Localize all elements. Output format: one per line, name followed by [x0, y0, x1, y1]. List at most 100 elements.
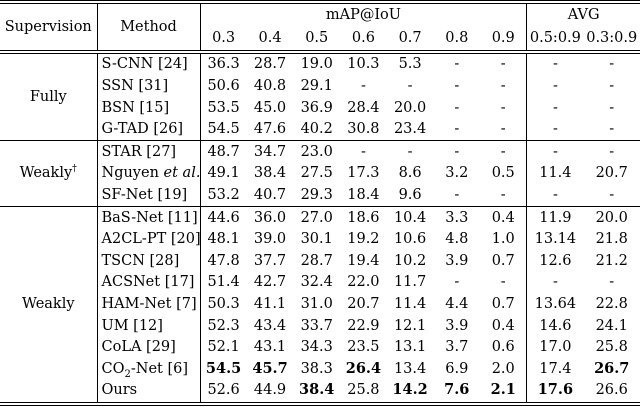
value-cell: 27.0 [293, 206, 341, 229]
value-cell: 4.4 [445, 295, 469, 312]
value-cell: 36.3 [200, 50, 247, 76]
value-cell: 11.7 [393, 274, 427, 291]
value-cell: 0.4 [480, 206, 528, 229]
text-segment: ACSNet [17] [101, 274, 195, 291]
value-cell: 17.4 [539, 360, 572, 377]
table-row: Weakly† STAR [27] 48.7 34.7 23.0- - - - - - [0, 140, 640, 207]
value-cell: 50.3 [207, 295, 240, 312]
value-cell: 50.6 [207, 78, 240, 95]
value-cell: - [454, 274, 460, 291]
value-cell: 30.8 [347, 121, 380, 138]
value-cell: 44.6 [200, 206, 247, 229]
value-cell: 28.4 [347, 99, 380, 116]
header-iou-0-5: 0.5 [305, 30, 329, 47]
value-cell: 48.7 [200, 140, 247, 163]
value-cell: - [480, 118, 528, 141]
value-cell: 3.3 [433, 206, 481, 229]
text-segment: UM [12] [101, 317, 163, 334]
value-cell: 32.4 [300, 274, 333, 291]
value-cell: 39.0 [253, 231, 287, 248]
value-cell: 13.4 [393, 360, 427, 377]
method-cell: S-CNN [24] [97, 50, 201, 76]
text-segment: -Net [6] [130, 360, 189, 377]
value-cell: 3.9 [445, 317, 469, 334]
value-cell: 52.6 [207, 382, 240, 399]
value-cell: 3.9 [445, 252, 469, 269]
text-segment: BSN [15] [101, 99, 170, 116]
value-cell: 48.1 [207, 231, 240, 248]
method-cell: ACSNet [17] [97, 271, 201, 294]
table-row: ACSNet [17] 51.4 42.7 32.4 22.0 11.7 - - - - [0, 271, 640, 294]
value-cell: - [407, 78, 413, 95]
table-row: BSN [15] 53.5 45.0 36.9 28.4 20.0 - - - - [0, 97, 640, 119]
value-cell: 54.5 [207, 121, 240, 138]
value-cell: - [552, 274, 558, 291]
text-segment: HAM-Net [7] [101, 295, 197, 312]
value-cell: - [433, 140, 481, 163]
value-cell: - [480, 75, 528, 98]
table-row: CoLA [29] 52.1 43.1 34.3 23.5 13.1 3.7 0.6 17.0 2… [0, 336, 640, 359]
value-cell: 30.1 [300, 231, 333, 248]
value-cell: - [454, 99, 460, 116]
table-row: TSCN [28] 47.8 37.7 28.7 19.4 10.2 3.9 0.7 12.6 2… [0, 250, 640, 272]
supervision-cell: Weakly [0, 206, 98, 404]
text-segment: Weakly [19, 165, 73, 182]
value-cell: - [552, 99, 558, 116]
header-avg-0-3-0-9: 0.3:0.9 [586, 30, 638, 47]
value-cell: 36.0 [246, 206, 294, 229]
value-cell: - [583, 50, 640, 76]
header-method: Method [97, 2, 201, 52]
value-cell: 7.6 [444, 381, 470, 399]
value-cell: - [454, 121, 460, 138]
value-cell: 10.4 [386, 206, 434, 229]
table-row: A2CL-PT [20] 48.1 39.0 30.1 19.2 10.6 4.8 1.0 13… [0, 228, 640, 251]
value-cell: - [609, 121, 615, 138]
header-map-iou-group: mAP@IoU [200, 2, 528, 27]
value-cell: 19.4 [347, 252, 380, 269]
method-cell: UM [12] [97, 315, 201, 337]
text-segment: Weakly [21, 295, 75, 312]
value-cell: 26.7 [594, 359, 630, 377]
value-cell: 26.4 [345, 359, 382, 377]
table-row: Fully S-CNN [24] 36.3 28.7 19.0 10.3 5.3- - - - [0, 50, 640, 141]
value-cell: 49.1 [207, 165, 240, 182]
table-row: SSN [31] 50.6 40.8 29.1 - - - - - - [0, 75, 640, 98]
value-cell: 0.4 [480, 315, 528, 337]
table-row: Nguyen et al. [22] 49.1 38.4 27.5 17.3 8.6 3.2… [0, 162, 640, 185]
value-cell: 34.7 [246, 140, 294, 163]
value-cell: 31.0 [300, 295, 333, 312]
table-header: Supervision Method mAP@IoU AVG 0.3 0.4 0… [0, 2, 640, 52]
supervision-cell: Fully [0, 50, 98, 141]
value-cell: 51.4 [207, 274, 240, 291]
value-cell: 40.8 [253, 78, 287, 95]
value-cell: 10.6 [393, 231, 427, 248]
value-cell: 2.1 [480, 379, 528, 404]
method-cell: SSN [31] [97, 75, 201, 98]
value-cell: 17.3 [347, 165, 380, 182]
value-cell: 47.8 [207, 252, 240, 269]
value-cell: 44.9 [253, 382, 287, 399]
method-cell: TSCN [28] [97, 250, 201, 272]
value-cell: 3.2 [445, 165, 469, 182]
value-cell: 29.3 [300, 187, 333, 204]
table-row: UM [12] 52.3 43.4 33.7 22.9 12.1 3.9 0.4 14.6 24.… [0, 315, 640, 337]
value-cell: - [480, 184, 528, 207]
value-cell: - [552, 121, 558, 138]
value-cell: 38.4 [299, 381, 335, 399]
table-row: SF-Net [19] 53.2 40.7 29.3 18.4 9.6 - - - - [0, 184, 640, 207]
value-cell: 47.6 [253, 121, 287, 138]
value-cell: - [609, 187, 615, 204]
header-iou-0-3: 0.3 [212, 30, 236, 47]
value-cell: 28.7 [300, 252, 333, 269]
text-segment: A2CL-PT [20] [101, 231, 200, 248]
method-cell: Ours [97, 379, 201, 404]
value-cell: 20.7 [595, 165, 628, 182]
method-cell: SF-Net [19] [97, 184, 201, 207]
value-cell: 22.0 [347, 274, 380, 291]
header-iou-0-7: 0.7 [398, 30, 422, 47]
header-avg-0-5-0-9: 0.5:0.9 [529, 30, 581, 47]
value-cell: - [454, 78, 460, 95]
value-cell: 53.2 [207, 187, 240, 204]
text-segment: G-TAD [26] [101, 121, 184, 138]
value-cell: 25.8 [595, 339, 628, 356]
